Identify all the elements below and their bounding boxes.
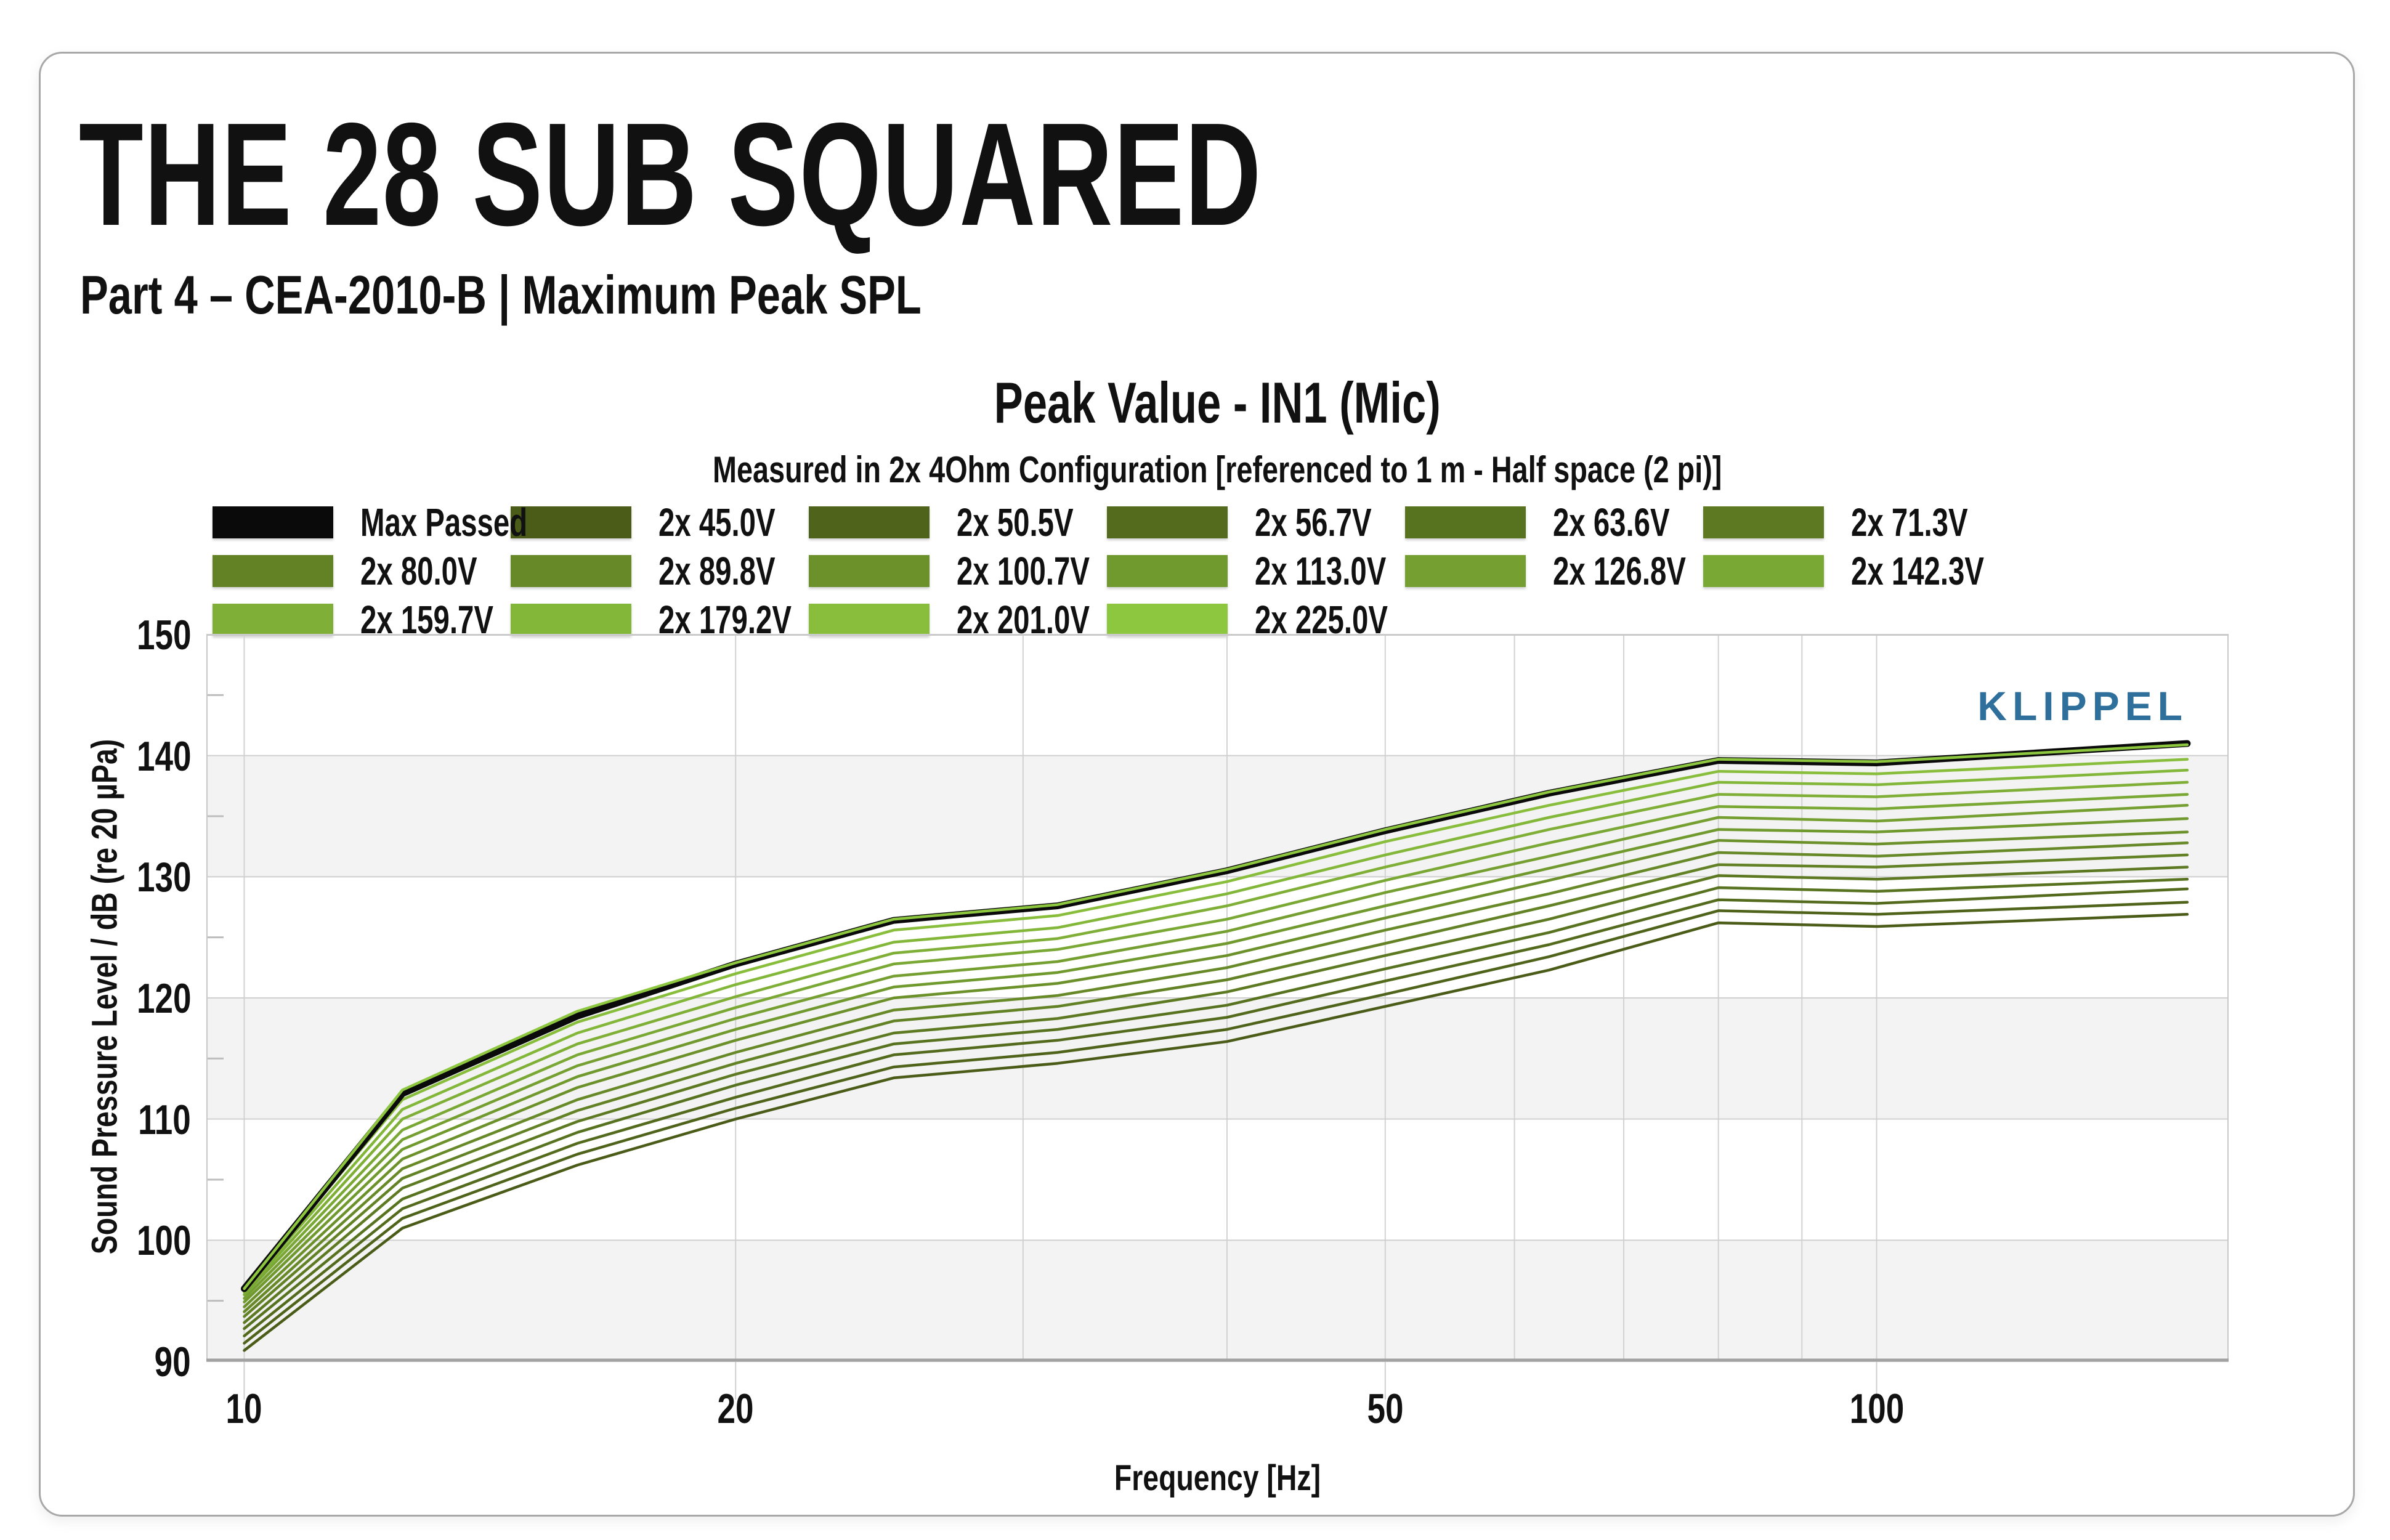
legend-label: 2x 56.7V	[1255, 500, 1372, 545]
legend-label: 2x 71.3V	[1851, 500, 1968, 545]
legend-swatch	[1107, 506, 1228, 538]
x-tick-label: 100	[1849, 1385, 1904, 1432]
page-title: THE 28 SUB SQUARED	[79, 99, 1722, 251]
legend-swatch	[809, 603, 930, 636]
y-axis-label: Sound Pressure Level / dB (re 20 µPa)	[84, 739, 125, 1255]
legend-label: 2x 45.0V	[658, 500, 776, 545]
legend-row: 2x 80.0V 2x 89.8V 2x 100.7V 2x 113.0V 2x 126…	[213, 546, 2001, 595]
legend-label: 2x 63.6V	[1553, 500, 1670, 545]
legend-item: 2x 126.8V	[1405, 548, 1703, 594]
legend-item: 2x 113.0V	[1107, 548, 1405, 594]
legend-item: 2x 50.5V	[809, 500, 1107, 545]
legend-swatch	[1405, 554, 1526, 587]
y-tick-label: 150	[136, 612, 191, 659]
legend-swatch	[213, 603, 333, 636]
x-tick-label: 50	[1367, 1385, 1404, 1432]
y-tick-label: 140	[136, 732, 191, 780]
x-tick-label: 10	[225, 1385, 262, 1432]
x-tick-label: 20	[717, 1385, 754, 1432]
legend-swatch	[1107, 554, 1228, 587]
legend-item: Max Passed	[213, 500, 527, 545]
legend-swatch	[1703, 506, 1824, 538]
y-tick-label: 130	[136, 854, 191, 901]
legend-swatch	[1405, 506, 1526, 538]
legend-swatch	[809, 506, 930, 538]
legend-item: 2x 71.3V	[1703, 500, 2001, 545]
legend-label: 2x 100.7V	[957, 548, 1090, 593]
legend-swatch	[213, 506, 333, 538]
legend-swatch	[1107, 603, 1228, 636]
plot-area: KLIPPEL	[206, 634, 2229, 1400]
legend-label: 2x 126.8V	[1553, 548, 1686, 593]
legend-label: 2x 113.0V	[1255, 548, 1387, 593]
legend-item: 2x 56.7V	[1107, 500, 1405, 545]
legend-item: 2x 63.6V	[1405, 500, 1703, 545]
legend-row: Max Passed 2x 45.0V 2x 50.5V 2x 56.7V 2x 63.…	[213, 498, 2001, 546]
page-subtitle-text: Part 4 – CEA-2010-B | Maximum Peak SPL	[80, 264, 922, 325]
y-tick-label: 100	[136, 1217, 191, 1265]
legend-label: 2x 80.0V	[360, 548, 477, 593]
legend-item: 2x 100.7V	[809, 548, 1107, 594]
page-title-text: THE 28 SUB SQUARED	[79, 93, 1262, 256]
legend-label: Max Passed	[360, 500, 528, 545]
y-tick-label: 110	[138, 1096, 191, 1143]
legend-swatch	[511, 603, 631, 636]
chart-subtitle: Measured in 2x 4Ohm Configuration [refer…	[713, 449, 1722, 490]
legend-label: 2x 50.5V	[957, 500, 1074, 545]
chart-legend: Max Passed 2x 45.0V 2x 50.5V 2x 56.7V 2x 63.…	[213, 498, 2001, 644]
legend-swatch	[1703, 554, 1824, 587]
legend-item: 2x 45.0V	[511, 500, 809, 545]
page-subtitle: Part 4 – CEA-2010-B | Maximum Peak SPL	[80, 264, 1159, 326]
y-tick-label: 120	[136, 975, 191, 1022]
y-tick-label: 90	[155, 1339, 191, 1385]
legend-swatch	[809, 554, 930, 587]
legend-label: 2x 142.3V	[1851, 548, 1984, 593]
legend-item: 2x 142.3V	[1703, 548, 2001, 594]
klippel-logo: KLIPPEL	[1977, 683, 2188, 729]
legend-item: 2x 89.8V	[511, 548, 809, 594]
legend-swatch	[213, 554, 333, 587]
legend-item: 2x 80.0V	[213, 548, 511, 594]
legend-swatch	[511, 554, 631, 587]
legend-swatch	[511, 506, 631, 538]
chart-title: Peak Value - IN1 (Mic)	[994, 370, 1441, 435]
x-axis-label: Frequency [Hz]	[1114, 1458, 1321, 1498]
legend-label: 2x 89.8V	[658, 548, 776, 593]
